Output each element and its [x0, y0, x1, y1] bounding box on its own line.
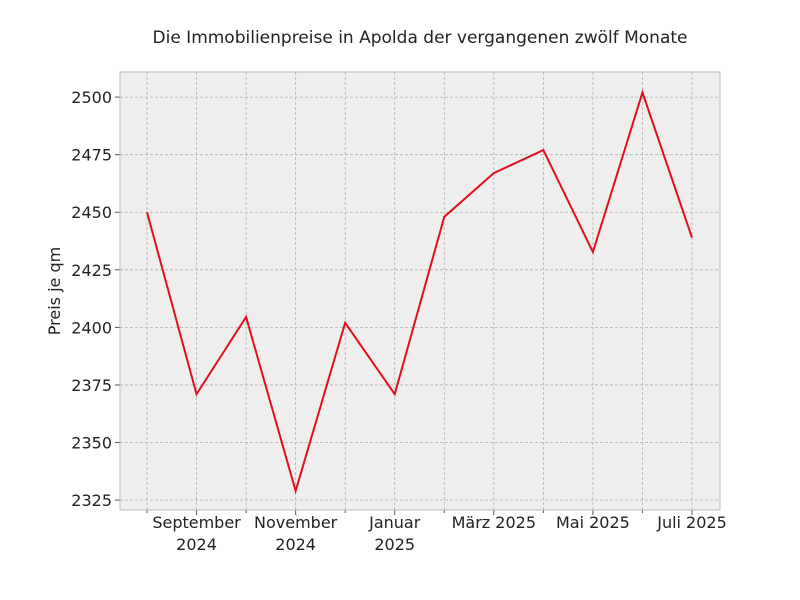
x-tick-label: Mai 2025 [555, 513, 630, 532]
line [146, 89, 693, 495]
x-tick-label: November 2024 [254, 513, 338, 554]
y-tick-label: 2350 [71, 434, 112, 453]
x-tick-label: März 2025 [451, 513, 536, 532]
y-tick-label: 2450 [71, 203, 112, 222]
chart-title: Die Immobilienpreise in Apolda der verga… [153, 28, 688, 48]
y-tick-label: 2500 [71, 88, 112, 107]
y-tick-label: 2375 [71, 376, 112, 395]
y-tick-label: 2400 [71, 318, 112, 337]
y-tick-label: 2425 [71, 261, 112, 280]
x-tick-label: Juli 2025 [657, 513, 727, 532]
y-axis-label: Preis je qm [45, 247, 64, 335]
x-tick-label: September 2024 [152, 513, 241, 554]
x-tick-label: Januar 2025 [369, 513, 421, 554]
y-tick-label: 2325 [71, 491, 112, 510]
plot-border [119, 71, 721, 511]
y-tick-label: 2475 [71, 146, 112, 165]
plot-area [120, 72, 720, 510]
